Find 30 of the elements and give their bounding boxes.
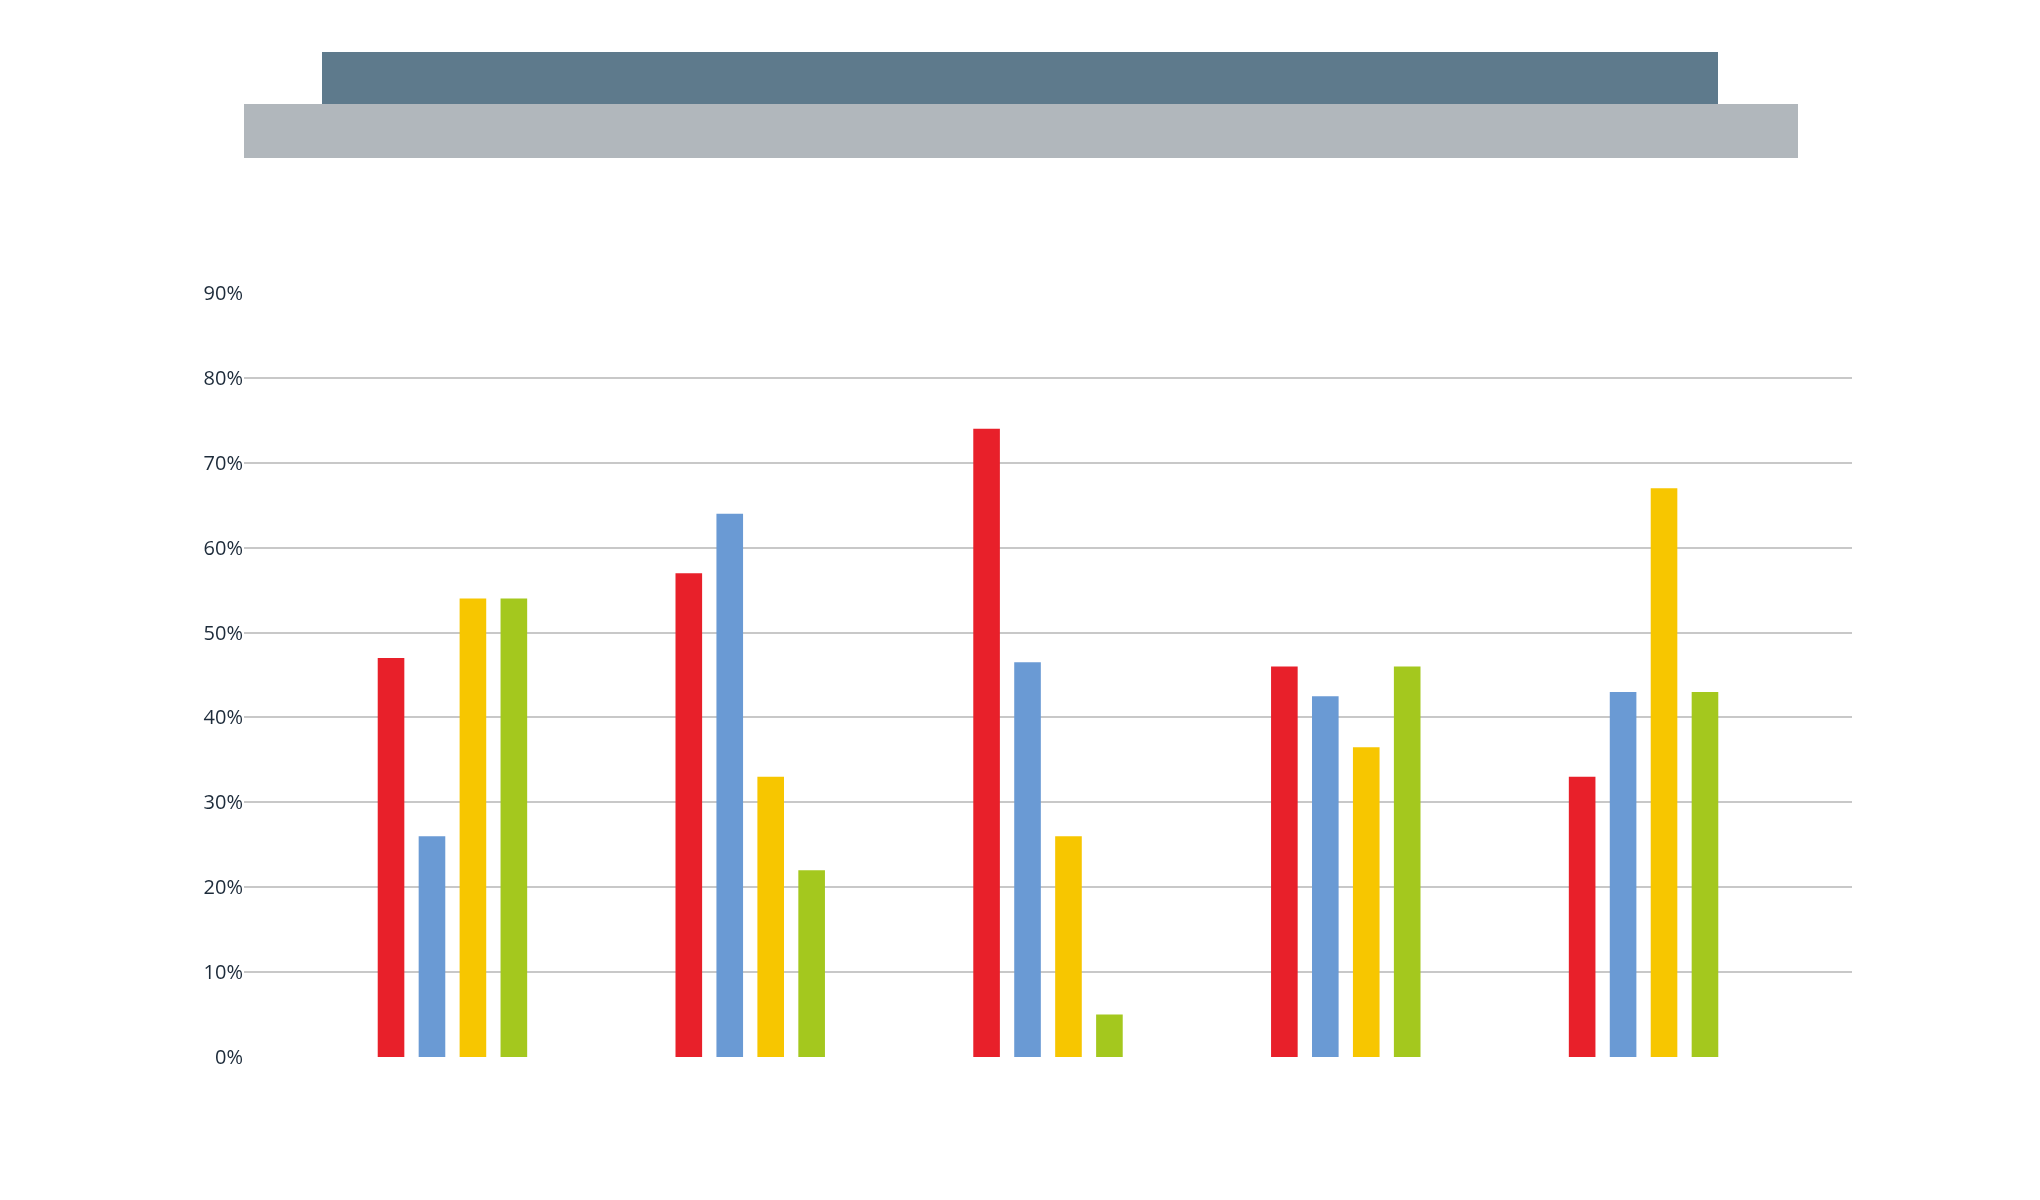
bar xyxy=(418,836,446,1057)
y-tick-label: 40% xyxy=(203,703,243,731)
bar xyxy=(459,598,487,1057)
bar xyxy=(1568,776,1596,1057)
y-tick-label: 90% xyxy=(203,279,243,306)
bar xyxy=(973,428,1000,1057)
bar xyxy=(1014,662,1041,1057)
y-tick-label: 20% xyxy=(203,873,243,901)
bar xyxy=(1096,1014,1123,1057)
bar xyxy=(1691,691,1719,1057)
bar xyxy=(377,658,405,1057)
y-tick-label: 50% xyxy=(203,618,243,646)
bar xyxy=(716,513,744,1057)
bar xyxy=(798,870,825,1057)
bar xyxy=(1271,666,1298,1057)
y-tick-label: 70% xyxy=(203,448,243,476)
bar xyxy=(675,573,703,1057)
bar xyxy=(1609,691,1637,1057)
bar xyxy=(757,776,784,1057)
y-tick-label: 0% xyxy=(215,1043,243,1070)
bar xyxy=(1352,747,1380,1057)
y-tick-label: 30% xyxy=(203,788,243,816)
bar xyxy=(500,598,528,1057)
bar xyxy=(1312,696,1339,1057)
y-tick-label: 80% xyxy=(203,363,243,391)
y-tick-label: 10% xyxy=(203,958,243,986)
bar xyxy=(1650,488,1678,1057)
bar xyxy=(1393,666,1421,1057)
y-tick-label: 60% xyxy=(203,533,243,561)
bar xyxy=(1055,836,1082,1057)
